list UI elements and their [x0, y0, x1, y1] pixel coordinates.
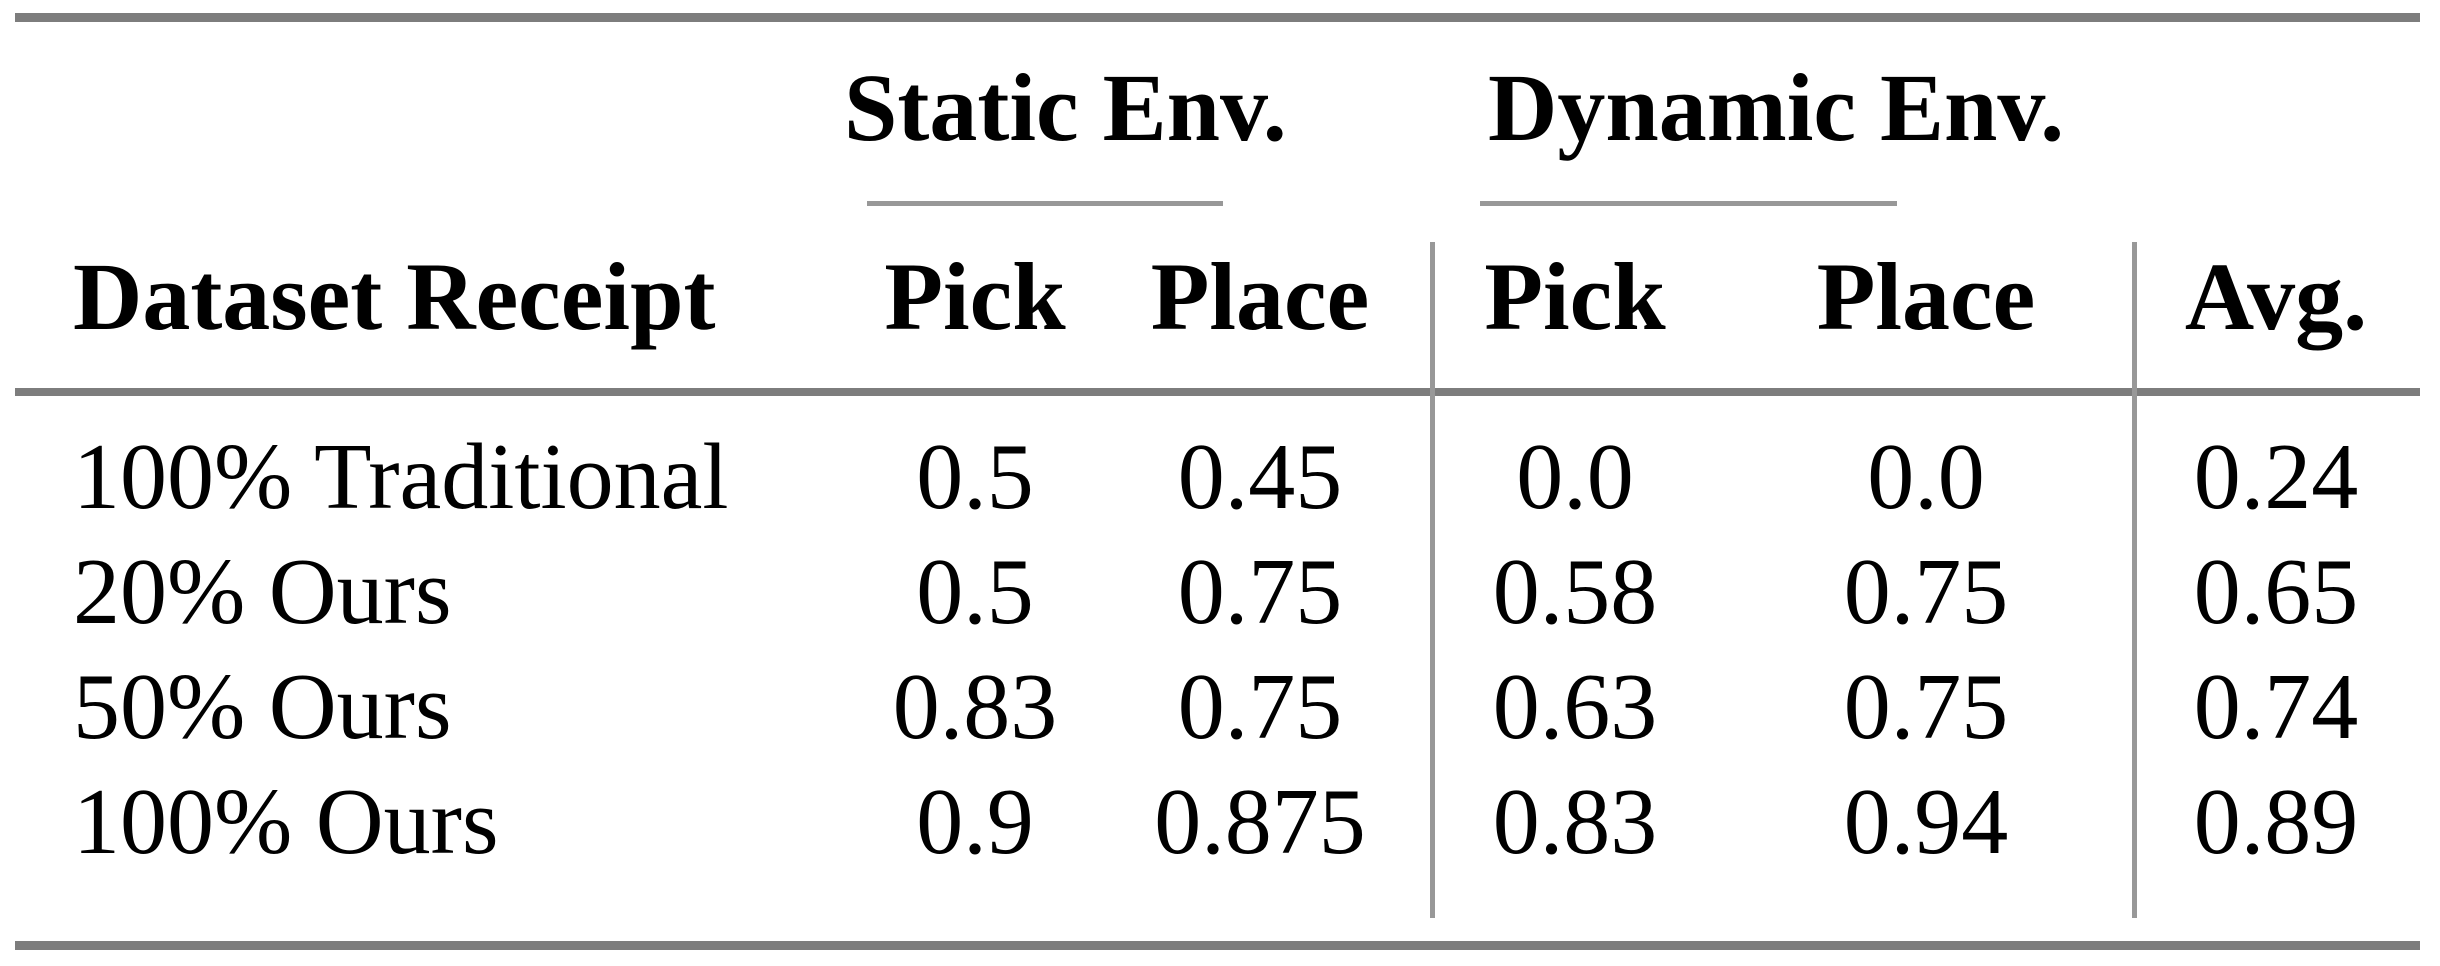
cell-dynamic-pick: 0.58: [1492, 539, 1658, 644]
cell-static-pick: 0.9: [916, 769, 1034, 874]
cell-dynamic-place: 0.94: [1843, 769, 2009, 874]
table-row: 100% Ours 0.9 0.875 0.83 0.94 0.89: [15, 765, 2420, 880]
static-env-underline: [867, 201, 1223, 206]
table-row: 20% Ours 0.5 0.75 0.58 0.75 0.65: [15, 535, 2420, 650]
column-header-row: Dataset Receipt Pick Place Pick Place Av…: [15, 205, 2420, 388]
vertical-rule-static-dynamic: [1430, 242, 1435, 918]
cell-avg: 0.24: [2193, 424, 2359, 529]
cell-dataset-label: 20% Ours: [73, 539, 452, 644]
header-dynamic-place: Place: [1816, 242, 2036, 350]
table-header-rule: [15, 388, 2420, 396]
dynamic-env-underline: [1480, 201, 1897, 206]
cell-avg: 0.74: [2193, 654, 2359, 759]
cell-dynamic-place: 0.75: [1843, 654, 2009, 759]
cell-dynamic-place: 0.0: [1867, 424, 1985, 529]
cell-dynamic-place: 0.75: [1843, 539, 2009, 644]
cell-dataset-label: 100% Ours: [73, 769, 499, 874]
cell-static-pick: 0.83: [892, 654, 1058, 759]
header-dataset-receipt: Dataset Receipt: [73, 242, 716, 350]
cell-avg: 0.65: [2193, 539, 2359, 644]
cell-dynamic-pick: 0.63: [1492, 654, 1658, 759]
table-row: 50% Ours 0.83 0.75 0.63 0.75 0.74: [15, 650, 2420, 765]
cell-static-pick: 0.5: [916, 424, 1034, 529]
group-header-static-env: Static Env.: [844, 54, 1287, 161]
table-row: 100% Traditional 0.5 0.45 0.0 0.0 0.24: [15, 420, 2420, 535]
header-static-pick: Pick: [884, 242, 1066, 350]
cell-avg: 0.89: [2193, 769, 2359, 874]
group-header-dynamic-env: Dynamic Env.: [1488, 54, 2065, 161]
cell-dataset-label: 50% Ours: [73, 654, 452, 759]
table-bottom-rule: [15, 941, 2420, 950]
cell-static-place: 0.75: [1177, 539, 1343, 644]
header-avg: Avg.: [2184, 242, 2368, 350]
cell-dynamic-pick: 0.83: [1492, 769, 1658, 874]
table-body: 100% Traditional 0.5 0.45 0.0 0.0 0.24 2…: [15, 420, 2420, 880]
cell-static-place: 0.875: [1154, 769, 1366, 874]
cell-dynamic-pick: 0.0: [1516, 424, 1634, 529]
cell-static-place: 0.45: [1177, 424, 1343, 529]
cell-static-pick: 0.5: [916, 539, 1034, 644]
table-top-rule: [15, 13, 2420, 22]
header-static-place: Place: [1150, 242, 1370, 350]
header-dynamic-pick: Pick: [1484, 242, 1666, 350]
vertical-rule-dynamic-avg: [2132, 242, 2137, 918]
cell-static-place: 0.75: [1177, 654, 1343, 759]
cell-dataset-label: 100% Traditional: [73, 424, 729, 529]
